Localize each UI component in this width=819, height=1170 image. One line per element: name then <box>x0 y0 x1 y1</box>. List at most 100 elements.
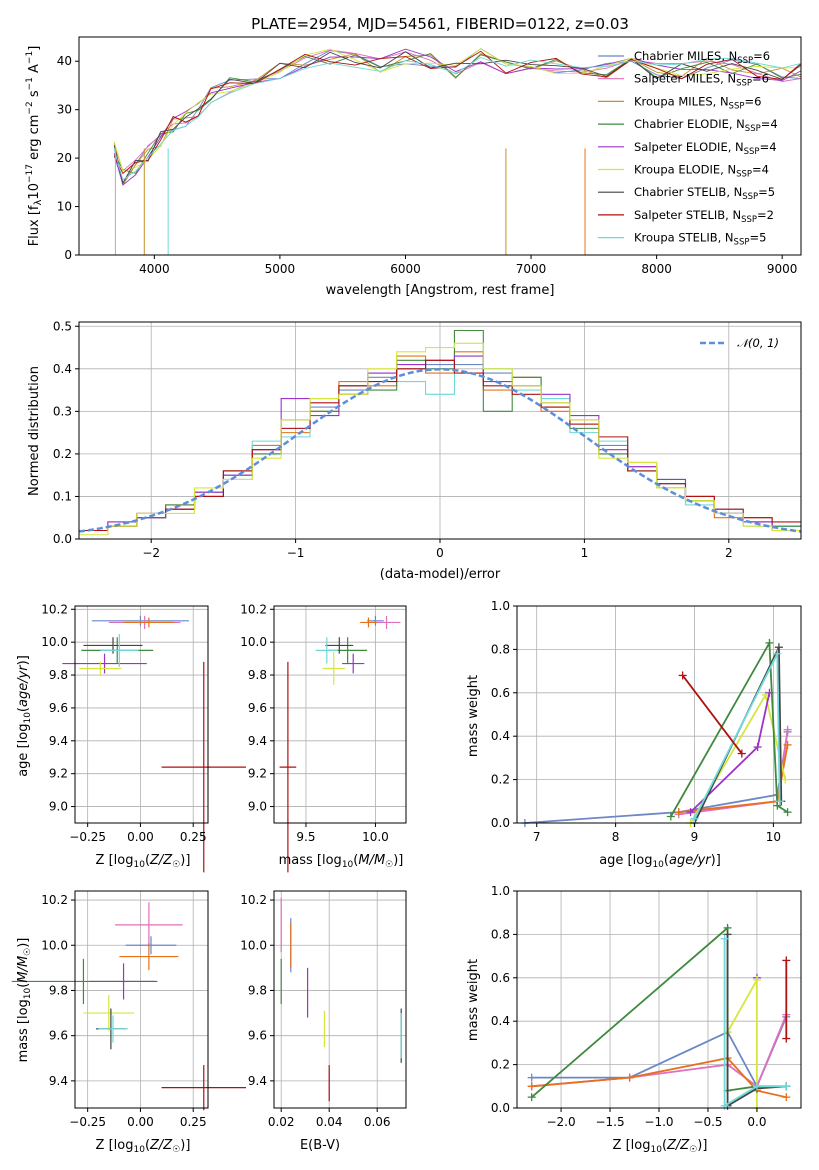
normal-legend-label: 𝒩(0, 1) <box>737 336 779 350</box>
x-tick-label: 0.25 <box>180 1115 207 1129</box>
x-tick-label: 5000 <box>265 262 296 276</box>
weight-line <box>681 674 743 755</box>
y-tick-label: 9.4 <box>49 1074 68 1088</box>
weight-line <box>723 938 787 1108</box>
spectrum-line <box>113 51 802 185</box>
x-tick-label: 0.00 <box>127 1115 154 1129</box>
x-tick-label: −2.0 <box>546 1115 575 1129</box>
y-tick-label: 9.2 <box>49 767 68 781</box>
y-tick-label: 10 <box>57 200 72 214</box>
x-tick-label: −1.0 <box>644 1115 673 1129</box>
legend-label: Kroupa ELODIE, NSSP=4 <box>634 163 769 180</box>
x-tick-label: 10 <box>766 830 781 844</box>
spectrum-line <box>113 48 802 172</box>
legend-label: Salpeter MILES, NSSP=6 <box>634 72 769 89</box>
y-tick-label: 9.4 <box>248 1074 267 1088</box>
y-tick-label: 0.1 <box>53 489 72 503</box>
x-tick-label: 0.04 <box>316 1115 343 1129</box>
y-tick-label: 0.6 <box>491 686 510 700</box>
x-tick-label: 0.0 <box>747 1115 766 1129</box>
spectrum-line <box>113 57 802 181</box>
x-tick-label: 0.02 <box>268 1115 295 1129</box>
y-tick-label: 10.0 <box>240 635 267 649</box>
legend-label: Chabrier STELIB, NSSP=5 <box>634 185 775 202</box>
y-tick-label: 30 <box>57 103 72 117</box>
spectrum-xlabel: wavelength [Angstrom, rest frame] <box>326 283 555 298</box>
y-tick-label: 0.8 <box>491 642 510 656</box>
x-tick-label: 7 <box>533 830 541 844</box>
x-tick-label: 0.00 <box>127 830 154 844</box>
y-tick-label: 10.2 <box>240 602 267 616</box>
x-tick-label: −0.5 <box>693 1115 722 1129</box>
age-vs-mass-grid <box>274 606 406 823</box>
x-tick-label: 4000 <box>139 262 170 276</box>
mass-vs-ebv-frame <box>273 890 407 1109</box>
y-tick-label: 9.4 <box>248 734 267 748</box>
spectrum-line <box>113 50 802 175</box>
weight-vs-age-series <box>520 638 792 827</box>
x-tick-label: 0.06 <box>364 1115 391 1129</box>
y-tick-label: 0.0 <box>53 532 72 546</box>
y-tick-label: 0.0 <box>491 1101 510 1115</box>
weight-vs-age-frame <box>516 605 802 824</box>
x-tick-label: 9000 <box>767 262 798 276</box>
x-tick-label: 7000 <box>516 262 547 276</box>
y-tick-label: 0.2 <box>491 1058 510 1072</box>
x-tick-label: 10.0 <box>362 830 389 844</box>
y-tick-label: 10.0 <box>41 635 68 649</box>
y-tick-label: 0.4 <box>53 362 72 376</box>
spectrum-frame <box>78 36 802 256</box>
legend-label: Chabrier MILES, NSSP=6 <box>634 49 770 66</box>
x-tick-label: −1.5 <box>595 1115 624 1129</box>
spectrum-ticks: 4000 5000 6000 7000 8000 9000 0 10 20 30 40 <box>57 54 798 276</box>
x-tick-label: −1 <box>287 546 305 560</box>
weight-vs-z-xlabel: Z [log10(Z/Z☉)] <box>613 1138 708 1155</box>
age-vs-mass-xlabel: mass [log10(M/M☉)] <box>279 853 404 870</box>
y-tick-label: 9.8 <box>248 983 267 997</box>
y-tick-label: 10.2 <box>240 893 267 907</box>
age-vs-z-grid <box>75 606 208 823</box>
age-vs-mass-frame <box>273 605 407 824</box>
y-tick-label: 9.0 <box>49 800 68 814</box>
y-tick-label: 9.4 <box>49 734 68 748</box>
age-vs-mass-panel: 9.5 10.0 9.0 9.2 9.4 9.6 9.8 10.0 10.2 mass [log… <box>240 602 407 873</box>
spectrum-line <box>113 48 802 186</box>
x-tick-label: 0.25 <box>180 830 207 844</box>
y-tick-label: 0.2 <box>53 447 72 461</box>
legend-label: Kroupa STELIB, NSSP=5 <box>634 231 766 248</box>
x-tick-label: −2 <box>142 546 160 560</box>
legend-label: Chabrier ELODIE, NSSP=4 <box>634 117 778 134</box>
legend-label: Salpeter ELODIE, NSSP=4 <box>634 140 777 157</box>
x-tick-label: −0.25 <box>69 830 106 844</box>
weight-vs-z-ylabel: mass weight <box>466 959 481 1041</box>
y-tick-label: 20 <box>57 151 72 165</box>
spectrum-panel: 4000 5000 6000 7000 8000 9000 0 10 20 30 40 wavele… <box>25 36 802 298</box>
mass-vs-z-xlabel: Z [log10(Z/Z☉)] <box>96 1138 191 1155</box>
residuals-xlabel: (data-model)/error <box>380 567 501 582</box>
mass-vs-z-series <box>11 902 246 1111</box>
residuals-ylabel: Normed distribution <box>27 366 42 496</box>
y-tick-label: 1.0 <box>491 884 510 898</box>
y-tick-label: 9.6 <box>49 701 68 715</box>
mass-vs-z-ylabel: mass [log10(M/M☉)] <box>16 938 33 1063</box>
y-tick-label: 9.6 <box>248 1029 267 1043</box>
spectrum-ylabel: Flux [fλ10−17 erg cm−2 s−1 A−1] <box>25 46 44 247</box>
x-tick-label: 8000 <box>641 262 672 276</box>
age-vs-z-ylabel: age [log10(age/yr)] <box>16 655 33 777</box>
mass-vs-z-panel: −0.25 0.00 0.25 9.4 9.6 9.8 10.0 10.2 Z [log10(… <box>11 890 246 1155</box>
y-tick-label: 10.0 <box>240 938 267 952</box>
mass-vs-ebv-ticks: 0.02 0.04 0.06 9.4 9.6 9.8 10.0 10.2 <box>240 893 390 1129</box>
residuals-ticks: −2 −1 0 1 2 0.0 0.1 0.2 0.3 0.4 0.5 <box>53 319 733 560</box>
y-tick-label: 9.6 <box>248 701 267 715</box>
age-vs-mass-series <box>279 615 401 873</box>
weight-vs-z-series <box>527 923 791 1112</box>
age-vs-z-xlabel: Z [log10(Z/Z☉)] <box>96 853 191 870</box>
residuals-series <box>78 329 802 536</box>
y-tick-label: 0.4 <box>491 1014 510 1028</box>
age-vs-z-ticks: −0.25 0.00 0.25 9.0 9.2 9.4 9.6 9.8 10.0 10.2 <box>41 602 206 844</box>
mass-vs-ebv-xlabel: E(B-V) <box>300 1138 340 1153</box>
weight-vs-age-ticks: 7 8 9 10 0.0 0.2 0.4 0.6 0.8 1.0 <box>491 599 781 844</box>
y-tick-label: 9.2 <box>248 767 267 781</box>
weight-line <box>670 639 789 817</box>
weight-vs-age-xlabel: age [log10(age/yr)] <box>599 853 721 870</box>
